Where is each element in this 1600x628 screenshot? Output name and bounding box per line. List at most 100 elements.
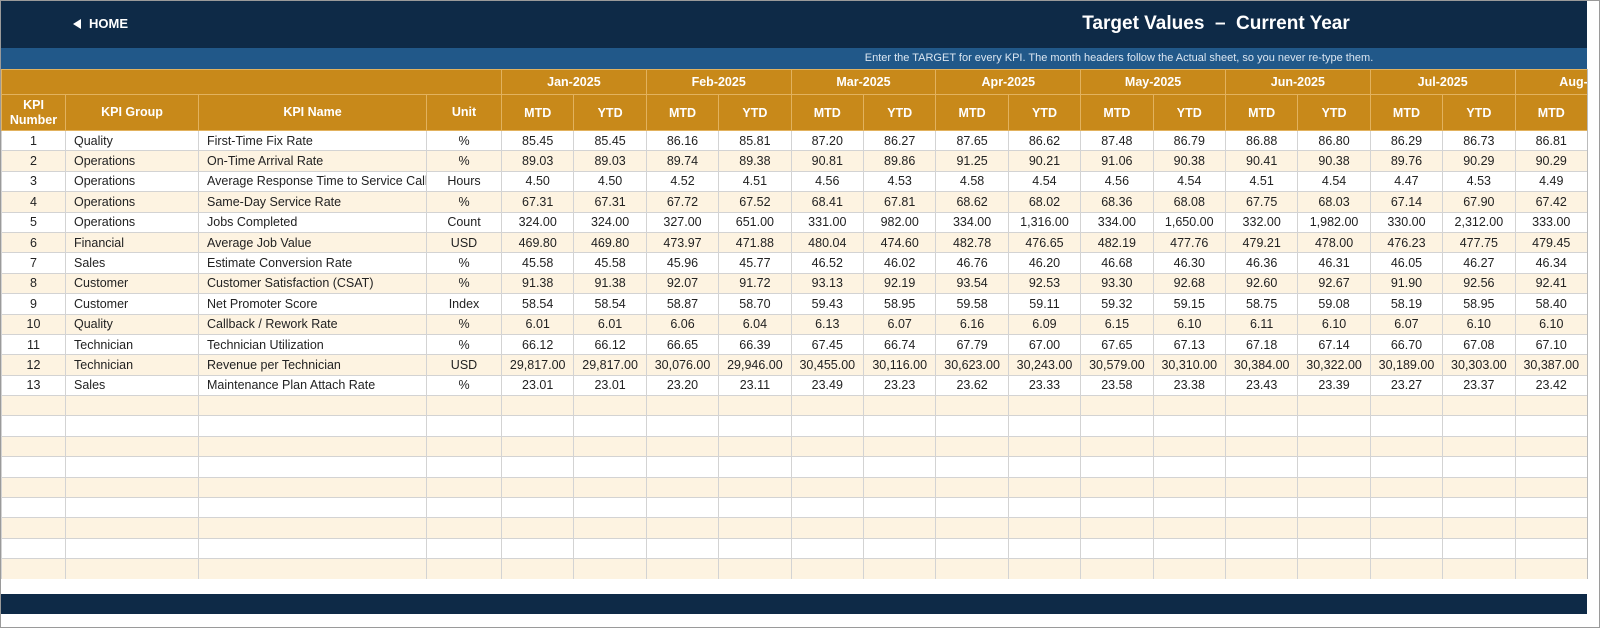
- cell[interactable]: [1369, 517, 1444, 539]
- cell[interactable]: [1224, 497, 1299, 519]
- cell[interactable]: 89.03: [500, 150, 575, 172]
- cell[interactable]: [1007, 415, 1082, 437]
- cell[interactable]: Callback / Rework Rate: [198, 313, 427, 335]
- cell[interactable]: [645, 395, 720, 417]
- cell[interactable]: [645, 476, 720, 499]
- cell[interactable]: 6.04: [718, 313, 792, 335]
- cell[interactable]: 66.70: [1369, 333, 1444, 356]
- cell[interactable]: 4.53: [1442, 170, 1516, 193]
- cell[interactable]: [1007, 537, 1082, 560]
- cell[interactable]: 479.21: [1224, 231, 1299, 254]
- cell[interactable]: [1007, 517, 1082, 539]
- cell[interactable]: 334.00: [935, 211, 1009, 233]
- cell[interactable]: [1514, 537, 1587, 560]
- cell[interactable]: 477.76: [1152, 231, 1226, 254]
- cell[interactable]: 4.58: [935, 170, 1009, 193]
- cell[interactable]: 46.36: [1224, 252, 1299, 274]
- cell[interactable]: [1586, 435, 1587, 458]
- cell[interactable]: 4.56: [790, 170, 864, 193]
- cell[interactable]: [1007, 476, 1082, 499]
- cell[interactable]: [718, 558, 792, 579]
- cell[interactable]: 6.07: [1369, 313, 1444, 335]
- cell[interactable]: 331.00: [790, 211, 864, 233]
- cell[interactable]: 6.07: [862, 313, 937, 335]
- cell[interactable]: Index: [426, 293, 502, 315]
- cell[interactable]: 67.72: [645, 191, 720, 213]
- cell[interactable]: 91.90: [1369, 272, 1444, 295]
- cell[interactable]: 23.38: [1152, 374, 1226, 397]
- cell[interactable]: 45.96: [645, 252, 720, 274]
- cell[interactable]: [1080, 558, 1154, 579]
- cell[interactable]: [1080, 415, 1154, 437]
- cell[interactable]: [426, 456, 502, 478]
- cell[interactable]: [573, 435, 647, 458]
- cell[interactable]: [862, 517, 937, 539]
- cell[interactable]: [573, 537, 647, 560]
- cell[interactable]: 476.65: [1007, 231, 1082, 254]
- cell[interactable]: [1080, 476, 1154, 499]
- cell[interactable]: [573, 456, 647, 478]
- cell[interactable]: [935, 435, 1009, 458]
- cell[interactable]: 479.45: [1514, 231, 1587, 254]
- cell[interactable]: [1369, 435, 1444, 458]
- cell[interactable]: [500, 537, 575, 560]
- cell[interactable]: [1514, 456, 1587, 478]
- cell[interactable]: 6.10: [1297, 313, 1371, 335]
- cell[interactable]: [573, 415, 647, 437]
- cell[interactable]: 67.75: [1224, 191, 1299, 213]
- cell[interactable]: [1152, 537, 1226, 560]
- cell[interactable]: [426, 415, 502, 437]
- cell[interactable]: 67.14: [1369, 191, 1444, 213]
- cell[interactable]: 332.00: [1224, 211, 1299, 233]
- cell[interactable]: [1586, 517, 1587, 539]
- cell[interactable]: 68.03: [1297, 191, 1371, 213]
- cell[interactable]: 58.54: [573, 293, 647, 315]
- cell[interactable]: Operations: [65, 170, 199, 193]
- cell[interactable]: [718, 476, 792, 499]
- cell[interactable]: [65, 497, 199, 519]
- cell[interactable]: [935, 415, 1009, 437]
- cell[interactable]: [1297, 395, 1371, 417]
- cell[interactable]: [573, 517, 647, 539]
- cell[interactable]: 67.65: [1080, 333, 1154, 356]
- cell[interactable]: 334.00: [1080, 211, 1154, 233]
- cell[interactable]: 1,650.00: [1152, 211, 1226, 233]
- cell[interactable]: [198, 415, 427, 437]
- cell[interactable]: [862, 395, 937, 417]
- cell[interactable]: 46.27: [1442, 252, 1516, 274]
- cell[interactable]: [790, 435, 864, 458]
- cell[interactable]: 482.78: [935, 231, 1009, 254]
- cell[interactable]: 473.97: [645, 231, 720, 254]
- cell[interactable]: Customer: [65, 293, 199, 315]
- cell[interactable]: [790, 415, 864, 437]
- cell[interactable]: %: [426, 313, 502, 335]
- cell[interactable]: [1007, 435, 1082, 458]
- cell[interactable]: 91.72: [718, 272, 792, 295]
- cell[interactable]: 1,316.00: [1007, 211, 1082, 233]
- cell[interactable]: 46.20: [1007, 252, 1082, 274]
- cell[interactable]: [198, 517, 427, 539]
- cell[interactable]: 8: [1, 272, 66, 295]
- cell[interactable]: 68.02: [1007, 191, 1082, 213]
- cell[interactable]: [1369, 497, 1444, 519]
- cell[interactable]: 45.58: [573, 252, 647, 274]
- cell[interactable]: [1369, 537, 1444, 560]
- cell[interactable]: [1442, 497, 1516, 519]
- cell[interactable]: 469.80: [573, 231, 647, 254]
- cell[interactable]: [1224, 456, 1299, 478]
- cell[interactable]: 30,076.00: [645, 354, 720, 376]
- cell[interactable]: 7: [1, 252, 66, 274]
- cell[interactable]: 471.88: [718, 231, 792, 254]
- cell[interactable]: [1224, 435, 1299, 458]
- cell[interactable]: 91.06: [1080, 150, 1154, 172]
- cell[interactable]: 46.30: [1152, 252, 1226, 274]
- cell[interactable]: 6: [1, 231, 66, 254]
- cell[interactable]: 10: [1, 313, 66, 335]
- cell[interactable]: 4.54: [1007, 170, 1082, 193]
- cell[interactable]: 6.01: [573, 313, 647, 335]
- cell[interactable]: [645, 456, 720, 478]
- cell[interactable]: [935, 517, 1009, 539]
- cell[interactable]: 86.62: [1007, 129, 1082, 152]
- cell[interactable]: [790, 476, 864, 499]
- cell[interactable]: [426, 395, 502, 417]
